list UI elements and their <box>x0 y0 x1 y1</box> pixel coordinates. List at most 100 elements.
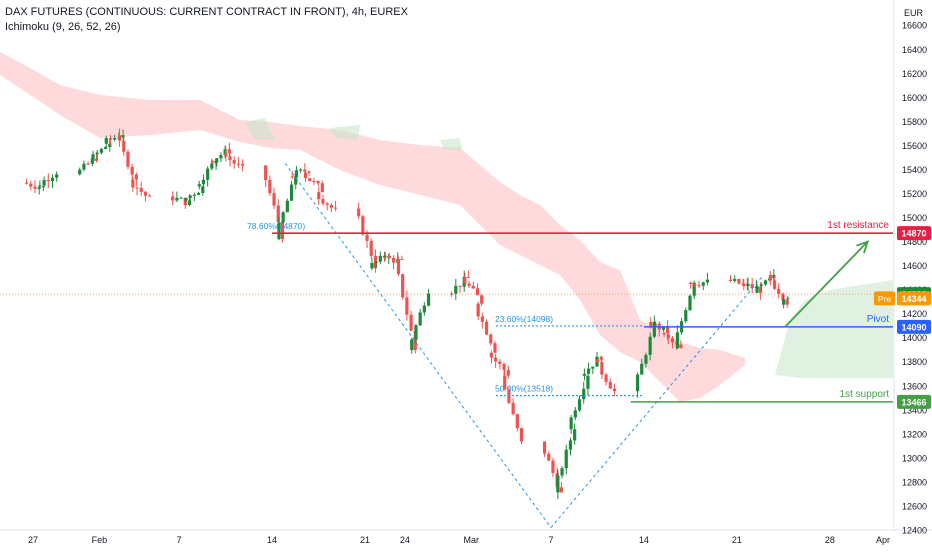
candle-body <box>450 293 454 295</box>
candle-body <box>409 314 413 331</box>
ichimoku-cloud-bullish-patch <box>330 125 360 140</box>
candle-body <box>272 193 276 206</box>
y-tick-label: 14000 <box>902 333 927 343</box>
x-tick-label: 24 <box>400 535 410 545</box>
candle-body <box>42 179 46 186</box>
candle-body <box>232 160 236 164</box>
candle-body <box>108 143 112 147</box>
candle-body <box>378 255 382 262</box>
x-tick-label: 14 <box>267 535 277 545</box>
candle-body <box>693 283 697 286</box>
candle-body <box>763 280 768 285</box>
candle-body <box>697 285 701 287</box>
candle-body <box>86 163 90 165</box>
candle-body <box>418 312 422 326</box>
candle-body <box>148 195 152 197</box>
indicator-label: Ichimoku (9, 26, 52, 26) <box>5 21 121 33</box>
candle-body <box>493 343 497 353</box>
y-tick-label: 15000 <box>902 213 927 223</box>
candle-body <box>705 279 710 283</box>
candle-body <box>475 288 480 296</box>
candle-body <box>94 158 99 161</box>
candle-body <box>122 140 126 152</box>
candle-body <box>489 334 493 344</box>
candle-body <box>511 402 515 415</box>
y-tick-label: 15600 <box>902 141 927 151</box>
projection-arrow-head <box>856 240 870 254</box>
fib-level-label: 78.60%(14870) <box>247 221 305 231</box>
candle-body <box>171 196 175 201</box>
pivot-price-badge: 14090 <box>901 322 926 332</box>
candle-body <box>38 185 42 187</box>
candle-body <box>113 137 117 140</box>
candle-body <box>596 359 600 363</box>
candle-body <box>290 176 294 178</box>
x-tick-label: 7 <box>548 535 553 545</box>
resistance-price-badge-bg <box>897 226 931 241</box>
candle-body <box>130 166 134 175</box>
projection-arrow-layer <box>784 240 870 328</box>
candle-body <box>308 178 312 181</box>
candle-body <box>573 410 577 418</box>
candle-body <box>454 285 458 294</box>
candle-body <box>692 282 696 296</box>
candle-body <box>126 151 130 167</box>
candle-body <box>759 284 763 286</box>
candle-body <box>559 487 563 493</box>
candle-body <box>587 368 591 374</box>
candle-body <box>179 197 183 199</box>
candle-body <box>649 321 653 327</box>
candle-body <box>117 135 122 141</box>
candle-body <box>108 138 113 140</box>
ichimoku-cloud-bullish-patch <box>440 138 462 150</box>
candle-body <box>307 171 311 173</box>
y-tick-label: 16600 <box>902 21 927 31</box>
candle-body <box>480 295 484 304</box>
level-label-0: 1st resistance <box>827 220 889 231</box>
candle-body <box>648 336 652 355</box>
candle-body <box>422 305 426 313</box>
y-tick-label: 13200 <box>902 429 927 439</box>
y-tick-label: 15800 <box>902 117 927 127</box>
y-tick-label: 14600 <box>902 261 927 271</box>
candle-body <box>599 356 603 360</box>
candle-body <box>41 186 45 188</box>
candle-body <box>591 366 595 369</box>
candle-body <box>772 274 776 279</box>
candle-body <box>104 146 108 149</box>
candle-body <box>604 374 608 382</box>
resistance-price-badge: 14870 <box>901 229 926 239</box>
x-tick-label: 7 <box>177 535 182 545</box>
candle-body <box>90 158 94 164</box>
candle-body <box>662 333 666 335</box>
candle-body <box>405 297 409 315</box>
candle-body <box>268 180 272 194</box>
candle-body <box>600 362 604 375</box>
y-tick-label: 13800 <box>902 357 927 367</box>
x-tick-label: 28 <box>825 535 835 545</box>
candle-body <box>277 222 281 240</box>
candle-body <box>781 293 785 301</box>
candle-body <box>396 259 401 275</box>
candle-body <box>316 181 320 184</box>
candle-body <box>223 149 227 155</box>
candle-body <box>214 160 218 164</box>
candle-body <box>357 208 361 217</box>
candle-body <box>542 441 547 454</box>
candle-body <box>689 282 693 284</box>
fib-level-label: 50.00%(13518) <box>495 384 553 394</box>
candle-body <box>374 261 378 264</box>
x-tick-label: 27 <box>28 535 38 545</box>
candle-body <box>582 373 587 376</box>
support-price-badge-bg <box>897 394 931 409</box>
candle-body <box>183 197 187 206</box>
x-tick-label: Feb <box>92 535 108 545</box>
x-tick-label: Mar <box>464 535 480 545</box>
candle-body <box>325 203 329 205</box>
currency-label: EUR <box>904 8 924 18</box>
candle-body <box>187 200 192 206</box>
candle-body <box>466 276 470 278</box>
